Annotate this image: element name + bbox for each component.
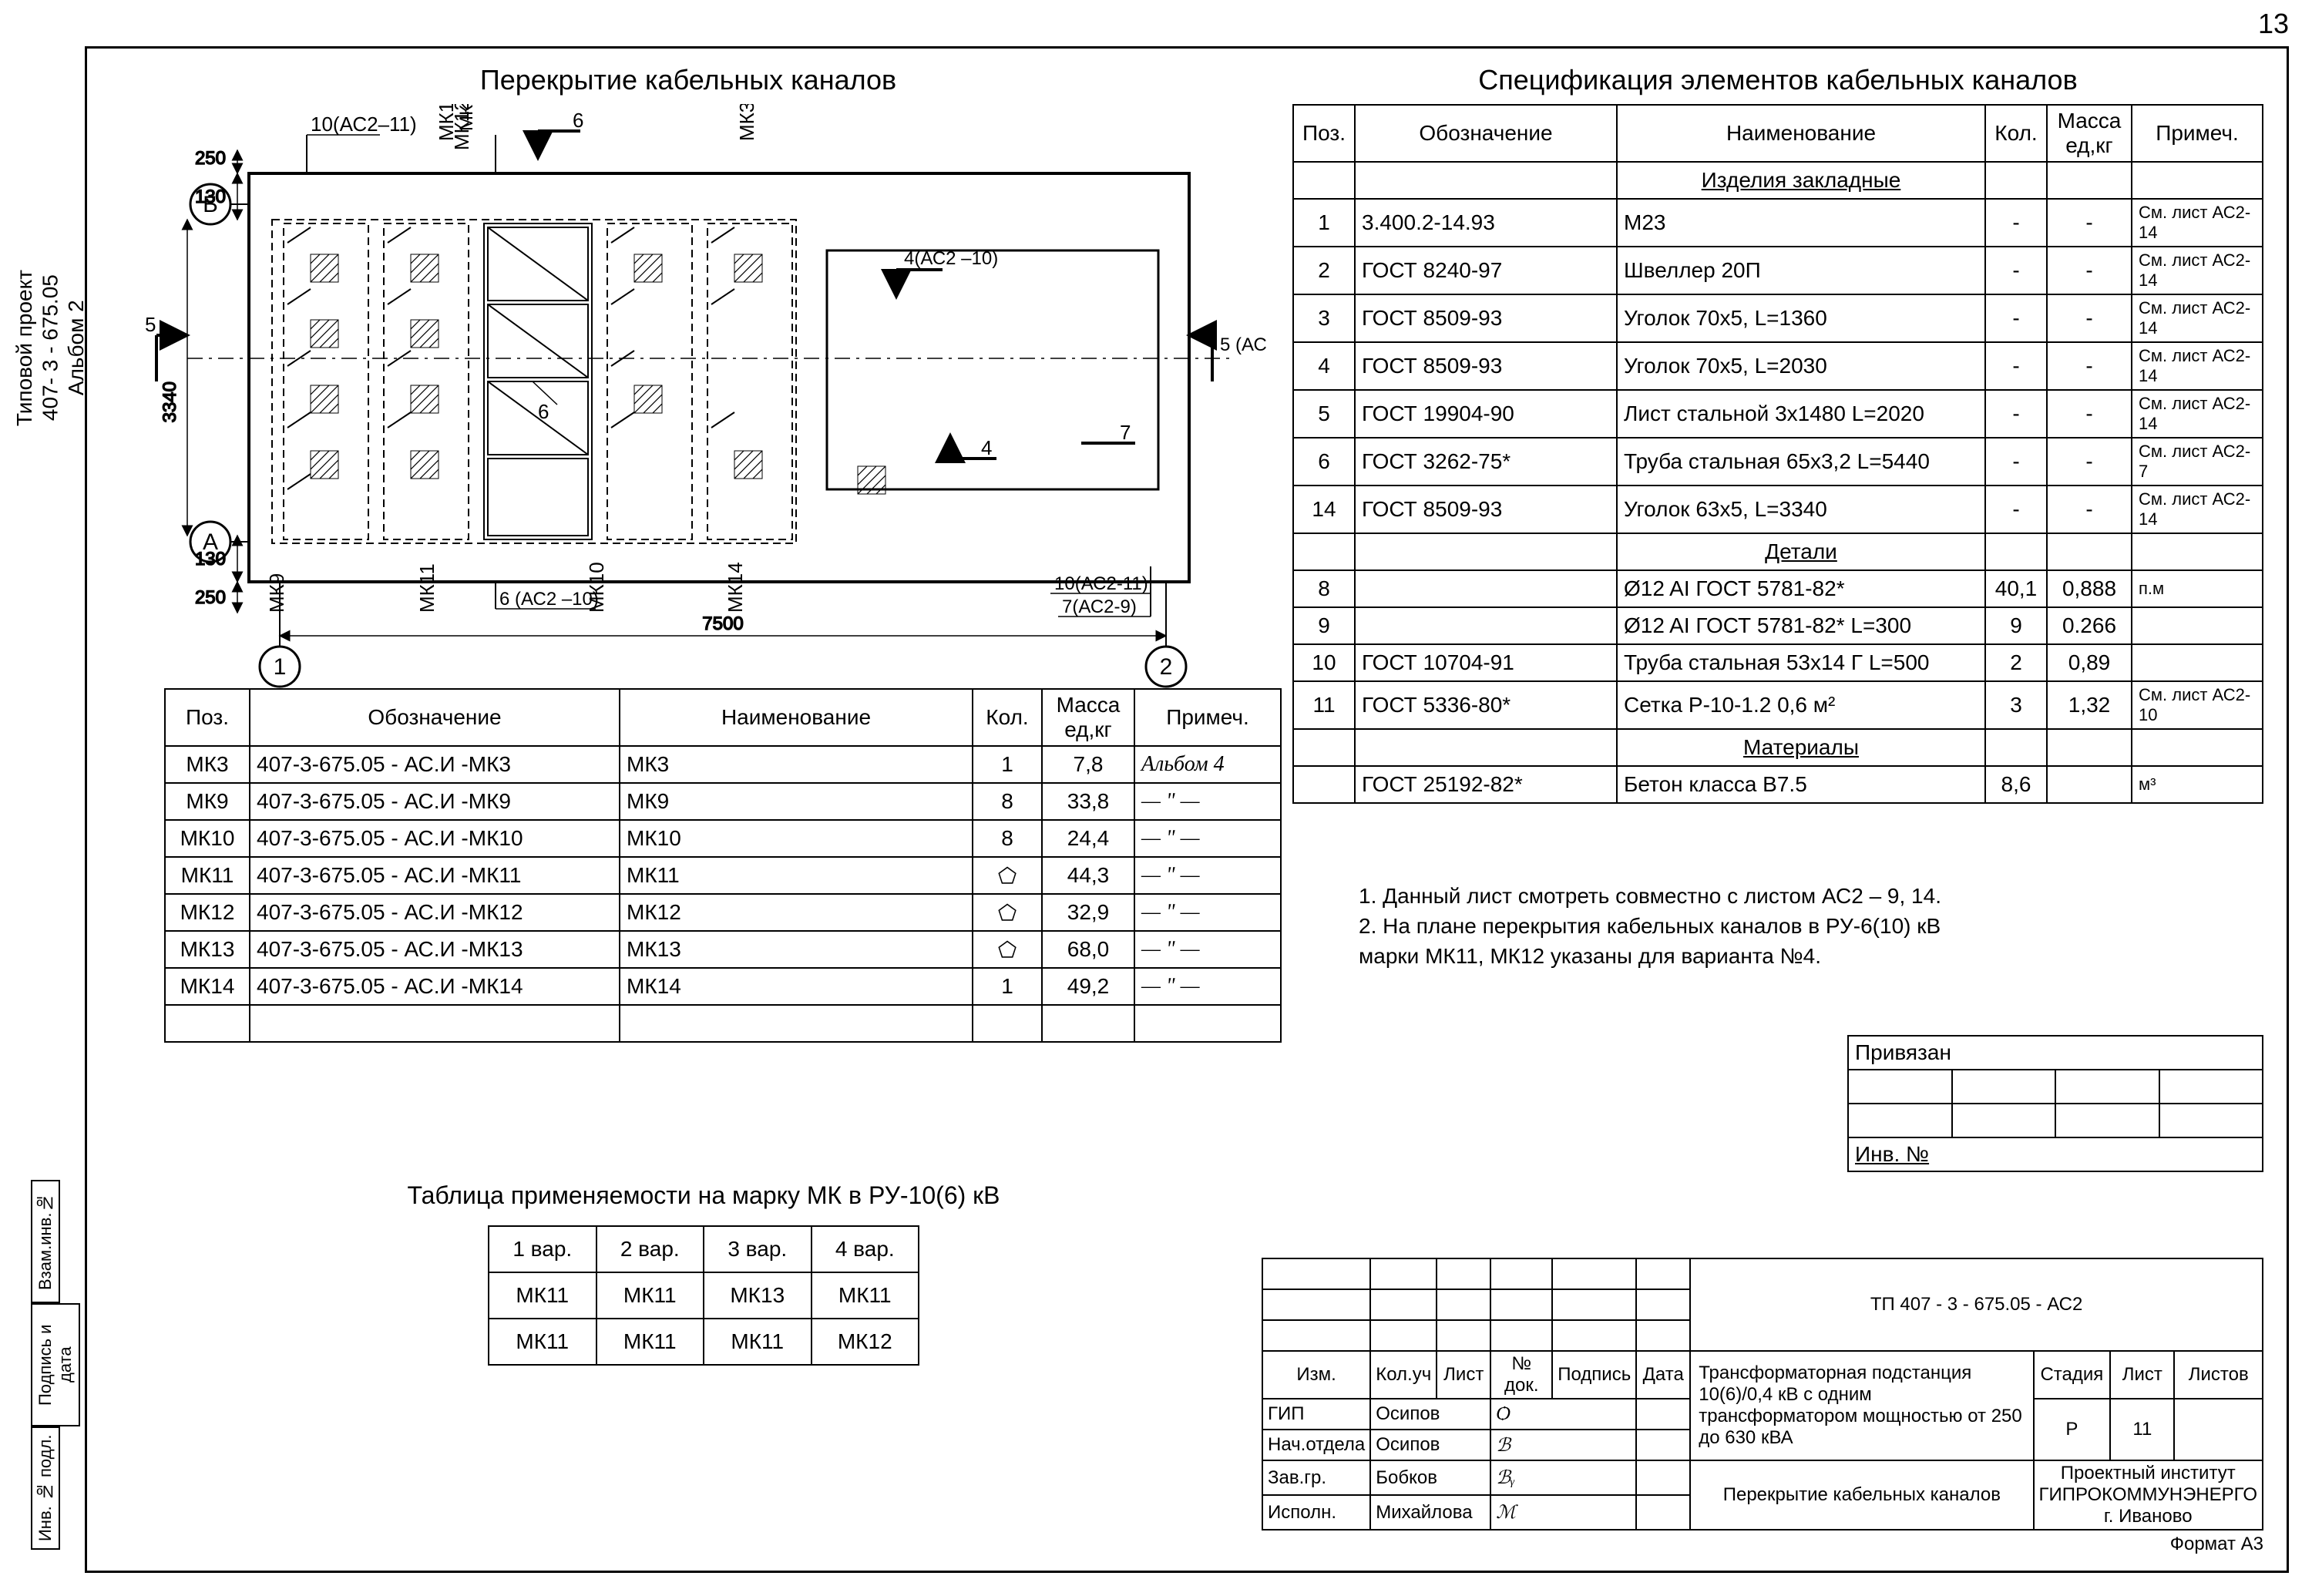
table-row: МК11МК11МК11МК12	[489, 1319, 919, 1365]
svg-text:250: 250	[195, 587, 226, 608]
svg-text:5: 5	[145, 313, 156, 336]
applicability-table: 1 вар.2 вар. 3 вар.4 вар. МК11МК11МК13МК…	[488, 1225, 919, 1366]
mk-table-region: Поз.Обозначение НаименованиеКол. Масса е…	[164, 688, 1282, 1043]
organization: Проектный институт ГИПРОКОММУНЭНЕРГО г. …	[2034, 1460, 2263, 1530]
table-row: 10ГОСТ 10704-91Труба стальная 53х14 Г L=…	[1293, 644, 2263, 681]
svg-text:6: 6	[538, 400, 549, 423]
svg-text:4: 4	[981, 436, 992, 459]
svg-text:7: 7	[1120, 421, 1131, 444]
svg-text:МК12: МК12	[435, 104, 458, 141]
table-row: МК11407-3-675.05 - АС.И -МК11МК11⬠44,3— …	[165, 857, 1281, 894]
table-row: 8Ø12 AI ГОСТ 5781-82*40,10,888п.м	[1293, 570, 2263, 607]
drawing-frame: Перекрытие кабельных каналов	[85, 46, 2289, 1573]
svg-text:МК10: МК10	[585, 562, 608, 613]
svg-text:5 (АС2-10): 5 (АС2-10)	[1220, 334, 1266, 355]
svg-text:МК9: МК9	[265, 573, 288, 613]
table-row: 5ГОСТ 19904-90Лист стальной 3х1480 L=202…	[1293, 390, 2263, 438]
table-row: МК13407-3-675.05 - АС.И -МК13МК13⬠68,0— …	[165, 931, 1281, 968]
bind-cell: Инв. № подл.	[31, 1426, 60, 1550]
svg-text:6 (АС2 –10): 6 (АС2 –10)	[499, 589, 599, 610]
table-row: 3ГОСТ 8509-93Уголок 70х5, L=1360--См. ли…	[1293, 294, 2263, 342]
table-row: МК14407-3-675.05 - АС.И -МК14МК14149,2— …	[165, 968, 1281, 1005]
privyazan-box: Привязан Инв. №	[1847, 1035, 2263, 1172]
table-row: 13.400.2-14.93М23--См. лист АС2-14	[1293, 199, 2263, 247]
table-row: 2ГОСТ 8240-97Швеллер 20П--См. лист АС2-1…	[1293, 247, 2263, 294]
description-2: Перекрытие кабельных каналов	[1690, 1460, 2033, 1530]
spec-region: Спецификация элементов кабельных каналов…	[1292, 64, 2263, 804]
page-number: 13	[2258, 8, 2289, 40]
bind-cell: Взам.инв.№	[31, 1180, 60, 1303]
svg-text:250: 250	[195, 148, 226, 169]
note-2b: марки МК11, МК12 указаны для варианта №4…	[1359, 941, 2206, 971]
plan-drawing: Б А 1 2 250 130 3340 13	[110, 104, 1266, 690]
table-row: МК11МК11МК13МК11	[489, 1272, 919, 1319]
svg-text:7(АС2-9): 7(АС2-9)	[1062, 596, 1137, 617]
svg-text:10(АС2-11): 10(АС2-11)	[1054, 573, 1148, 594]
binding-margin-cells: Взам.инв.№ Подпись и дата Инв. № подл.	[31, 1180, 77, 1550]
notes-region: 1. Данный лист смотреть совместно с лист…	[1359, 881, 2206, 972]
titleblock: ТП 407 - 3 - 675.05 - АС2 Изм. Кол.уч Ли…	[1262, 1258, 2263, 1555]
svg-text:МК3: МК3	[735, 104, 758, 141]
spec-title: Спецификация элементов кабельных каналов	[1292, 64, 2263, 96]
svg-text:10(АС2–11): 10(АС2–11)	[311, 113, 417, 136]
svg-text:МК14: МК14	[724, 562, 747, 613]
spec-table: Поз.Обозначение НаименованиеКол. Масса е…	[1292, 104, 2263, 804]
table-row: МК10407-3-675.05 - АС.И -МК10МК10824,4— …	[165, 820, 1281, 857]
description-1: Трансформаторная подстанция 10(6)/0,4 кВ…	[1690, 1351, 2033, 1460]
doc-code: ТП 407 - 3 - 675.05 - АС2	[1690, 1258, 2263, 1351]
svg-text:3340: 3340	[160, 381, 180, 422]
svg-text:МК11: МК11	[415, 563, 439, 613]
svg-text:130: 130	[195, 549, 226, 570]
table-row: 14ГОСТ 8509-93Уголок 63х5, L=3340--См. л…	[1293, 486, 2263, 533]
applicability-title: Таблица применяемости на марку МК в РУ-1…	[280, 1181, 1127, 1210]
bind-cell: Подпись и дата	[31, 1303, 80, 1426]
svg-text:130: 130	[195, 186, 226, 207]
table-row: МК12407-3-675.05 - АС.И -МК12МК12⬠32,9— …	[165, 894, 1281, 931]
plan-region: Перекрытие кабельных каналов	[110, 64, 1266, 694]
table-row: 6ГОСТ 3262-75*Труба стальная 65х3,2 L=54…	[1293, 438, 2263, 486]
mk-table: Поз.Обозначение НаименованиеКол. Масса е…	[164, 688, 1282, 1043]
sidebar-project-label: Типовой проект 407- 3 - 675.05 Альбом 2	[12, 270, 89, 426]
svg-text:1: 1	[274, 654, 287, 680]
svg-text:2: 2	[1160, 654, 1173, 680]
applicability-region: Таблица применяемости на марку МК в РУ-1…	[280, 1181, 1127, 1366]
table-row: 9Ø12 AI ГОСТ 5781-82* L=30090.266	[1293, 607, 2263, 644]
note-1: 1. Данный лист смотреть совместно с лист…	[1359, 881, 2206, 911]
plan-title: Перекрытие кабельных каналов	[110, 64, 1266, 96]
svg-text:6: 6	[573, 109, 583, 132]
svg-text:7500: 7500	[702, 613, 743, 634]
table-row: МК3407-3-675.05 - АС.И -МК3МК317,8Альбом…	[165, 746, 1281, 783]
table-row: 4ГОСТ 8509-93Уголок 70х5, L=2030--См. ли…	[1293, 342, 2263, 390]
svg-text:4(АС2 –10): 4(АС2 –10)	[904, 248, 998, 269]
format-label: Формат А3	[1262, 1534, 2263, 1555]
table-row: МК9407-3-675.05 - АС.И -МК9МК9833,8— ʺ —	[165, 783, 1281, 820]
table-row: 11ГОСТ 5336-80*Сетка Р-10-1.2 0,6 м²31,3…	[1293, 681, 2263, 729]
note-2: 2. На плане перекрытия кабельных каналов…	[1359, 911, 2206, 941]
table-row: ГОСТ 25192-82*Бетон класса В7.58,6м³	[1293, 766, 2263, 803]
